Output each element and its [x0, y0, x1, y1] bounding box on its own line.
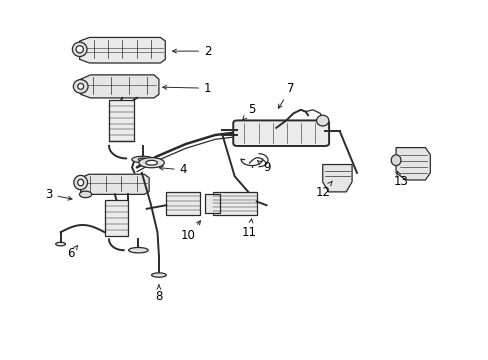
Text: 1: 1	[163, 82, 211, 95]
Ellipse shape	[72, 42, 87, 57]
Polygon shape	[322, 165, 351, 192]
Text: 3: 3	[45, 188, 72, 201]
Polygon shape	[81, 75, 159, 98]
Text: 5: 5	[242, 103, 255, 120]
Ellipse shape	[76, 46, 83, 53]
Text: 7: 7	[278, 82, 294, 108]
Polygon shape	[80, 37, 165, 63]
Ellipse shape	[138, 158, 147, 161]
Ellipse shape	[74, 175, 87, 190]
Ellipse shape	[78, 179, 83, 186]
Ellipse shape	[132, 156, 153, 163]
Text: 12: 12	[315, 181, 331, 199]
Ellipse shape	[79, 191, 92, 198]
Ellipse shape	[78, 84, 83, 89]
Ellipse shape	[73, 80, 88, 93]
Ellipse shape	[139, 158, 164, 168]
Bar	[205, 194, 220, 213]
Text: 9: 9	[257, 161, 270, 174]
Text: 8: 8	[155, 285, 163, 303]
Bar	[108, 100, 134, 141]
Bar	[166, 192, 200, 215]
Polygon shape	[395, 148, 429, 180]
Polygon shape	[81, 174, 149, 194]
Ellipse shape	[316, 115, 328, 126]
Bar	[104, 200, 128, 236]
Text: 2: 2	[172, 45, 211, 58]
Text: 13: 13	[393, 171, 407, 188]
FancyBboxPatch shape	[233, 121, 328, 146]
Text: 4: 4	[159, 163, 187, 176]
Ellipse shape	[390, 155, 400, 166]
Text: 10: 10	[181, 221, 200, 242]
Ellipse shape	[56, 242, 65, 246]
Text: 6: 6	[67, 246, 78, 260]
Bar	[212, 192, 256, 215]
Ellipse shape	[145, 161, 157, 165]
Text: 11: 11	[242, 219, 256, 239]
Ellipse shape	[151, 273, 166, 277]
Ellipse shape	[128, 248, 148, 253]
